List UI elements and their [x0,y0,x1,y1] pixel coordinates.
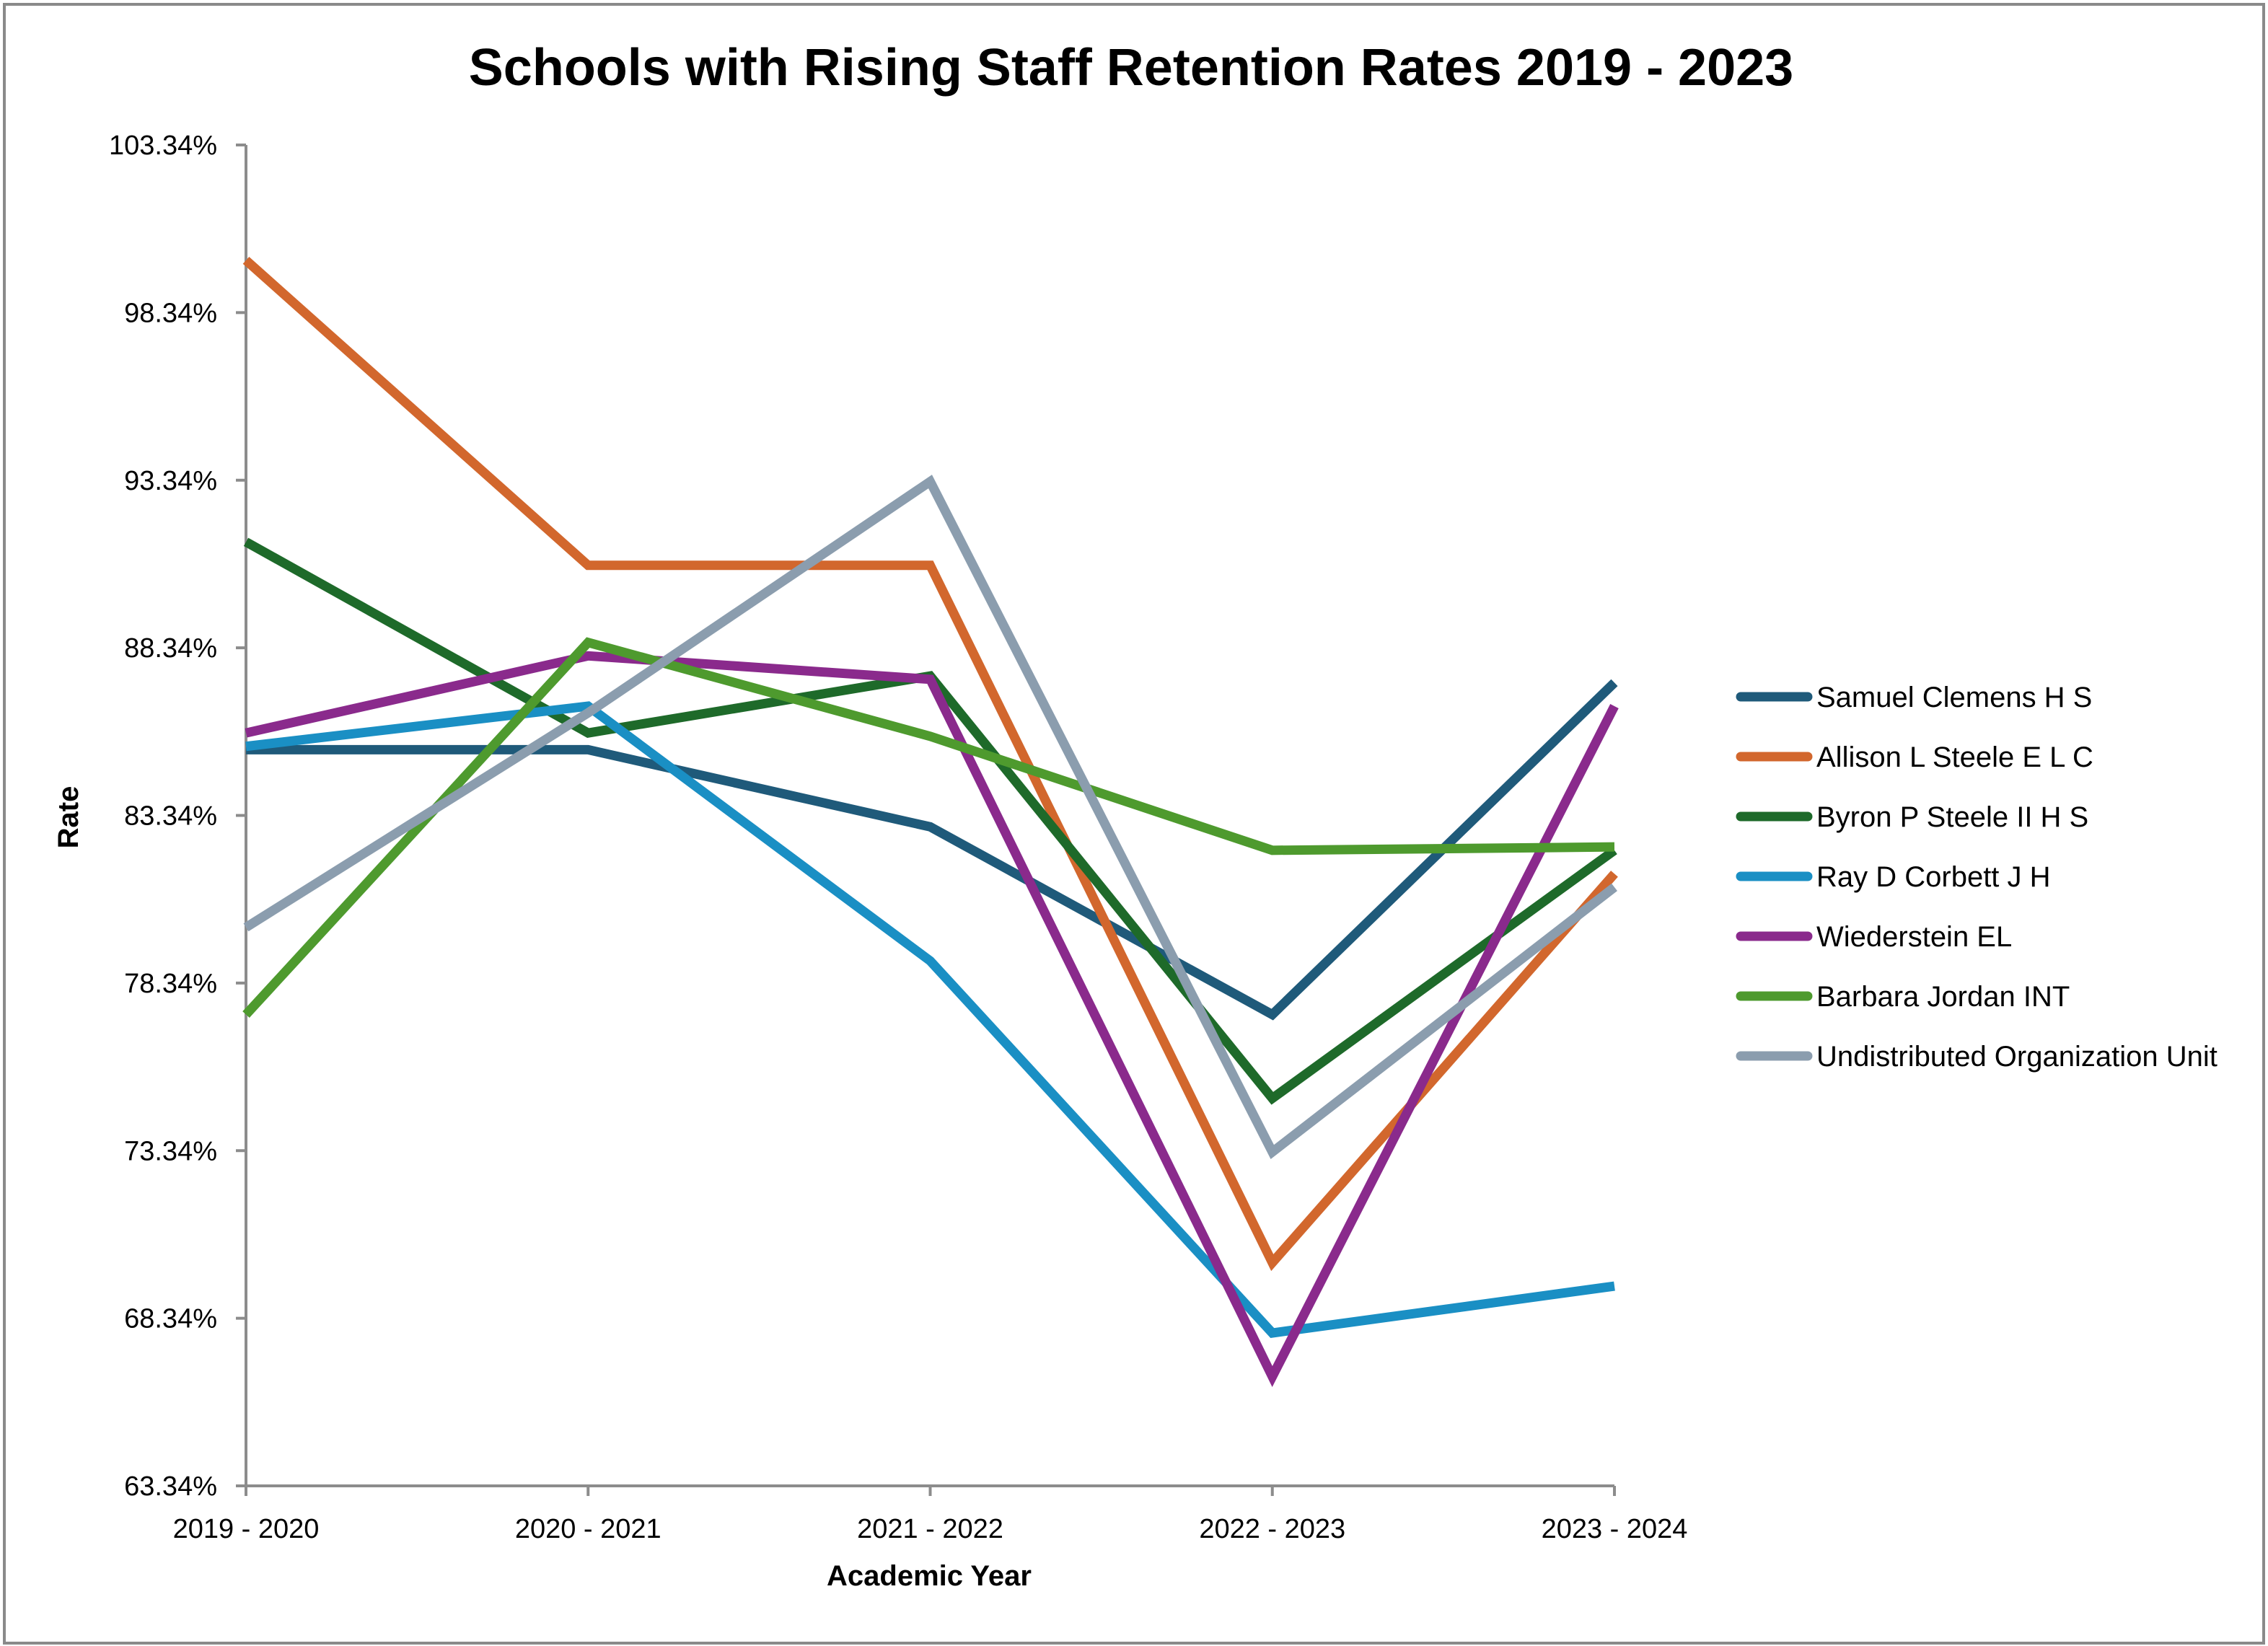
x-tick-label: 2022 - 2023 [1199,1514,1345,1544]
chart-frame: Schools with Rising Staff Retention Rate… [3,3,2265,1645]
x-axis-title: Academic Year [827,1560,1032,1592]
series-line [245,701,1615,1338]
series-line [243,537,1617,1105]
series-line [246,679,1618,1021]
series-line [245,651,1619,1388]
legend: Samuel Clemens H S Allison L Steele E L C… [1736,682,2218,1073]
y-axis-title: Rate [53,786,84,849]
x-tick-label: 2023 - 2024 [1542,1514,1688,1544]
legend-label: Ray D Corbett J H [1816,861,2051,893]
x-tick-label: 2019 - 2020 [173,1514,320,1544]
y-tick-label: 78.34% [124,969,217,999]
series-line [242,257,1618,1272]
legend-label: Barbara Jordan INT [1816,981,2070,1013]
line-chart: Schools with Rising Staff Retention Rate… [53,39,2218,1592]
series-lines [242,257,1619,1388]
y-tick-label: 98.34% [124,298,217,328]
chart-title: Schools with Rising Staff Retention Rate… [469,39,1793,97]
y-tick-label: 63.34% [124,1471,217,1502]
y-tick-label: 103.34% [109,131,217,161]
legend-label: Undistributed Organization Unit [1816,1041,2218,1073]
series-line [242,637,1615,1018]
y-tick-label: 93.34% [124,466,217,496]
x-tick-label: 2020 - 2021 [515,1514,662,1544]
legend-label: Wiederstein EL [1816,921,2012,953]
y-tick-label: 73.34% [124,1136,217,1166]
x-tick-label: 2021 - 2022 [857,1514,1003,1544]
series-line [243,475,1617,1160]
legend-label: Samuel Clemens H S [1816,682,2092,713]
legend-label: Allison L Steele E L C [1816,741,2093,773]
y-tick-label: 83.34% [124,801,217,832]
axes: 63.34% 68.34% 73.34% 78.34% 83.34% 88.34% 93.3… [109,131,1687,1544]
legend-label: Byron P Steele II H S [1816,801,2088,833]
y-tick-label: 68.34% [124,1304,217,1334]
y-tick-label: 88.34% [124,633,217,664]
